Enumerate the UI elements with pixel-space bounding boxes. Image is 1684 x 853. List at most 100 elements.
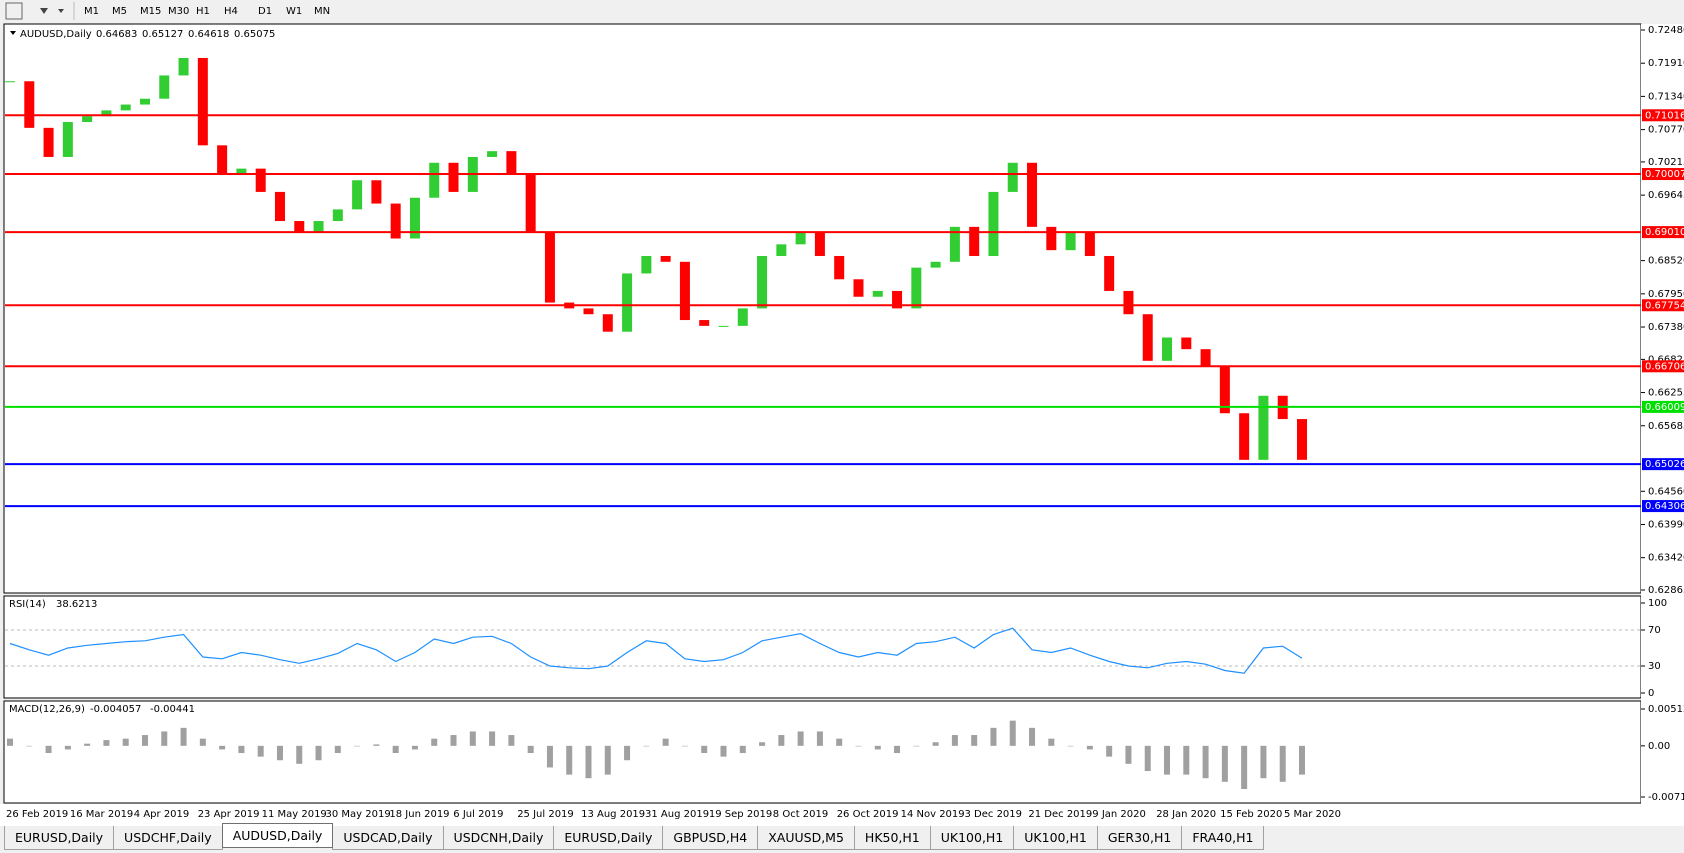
- level-label: 0.70007: [1645, 169, 1684, 180]
- price-panel: [3, 23, 1642, 594]
- y-tick-label: 0.70215: [1648, 157, 1684, 168]
- chart-tab[interactable]: HK50,H1: [853, 826, 931, 850]
- level-tag: [1642, 299, 1684, 312]
- macd-bar: [894, 745, 901, 754]
- candle: [757, 255, 768, 309]
- timeframe-button[interactable]: W1: [286, 6, 302, 17]
- candle: [1200, 349, 1211, 367]
- macd-bar: [1241, 745, 1248, 790]
- rsi-line: [9, 627, 1303, 674]
- y-tick-label: 70: [1648, 625, 1661, 636]
- timeframe-button[interactable]: D1: [258, 6, 272, 17]
- timeframe-button[interactable]: H1: [196, 6, 210, 17]
- chart-tab[interactable]: EURUSD,Daily: [553, 826, 664, 850]
- x-tick-label: 31 Aug 2019: [645, 809, 709, 820]
- symbol-label: AUDUSD,Daily: [20, 29, 92, 40]
- timeframe-button[interactable]: H4: [224, 6, 238, 17]
- chart-tab[interactable]: FRA40,H1: [1181, 826, 1265, 850]
- chart-tab[interactable]: XAUUSD,M5: [757, 826, 855, 850]
- macd-bar: [913, 745, 920, 747]
- toolbar-icon[interactable]: [5, 2, 23, 20]
- candle: [872, 290, 883, 297]
- macd-bar: [624, 745, 631, 761]
- y-tick-label: 0.66255: [1648, 388, 1684, 399]
- timeframe-button[interactable]: M1: [84, 6, 99, 17]
- macd-bar: [971, 735, 978, 746]
- macd-bar: [527, 745, 534, 754]
- chart-tab[interactable]: USDCHF,Daily: [113, 826, 223, 850]
- macd-bar: [257, 745, 264, 757]
- x-tick-label: 14 Nov 2019: [901, 809, 965, 820]
- candle: [429, 162, 440, 198]
- y-tick-label: 0.00: [1648, 741, 1670, 752]
- chart-tab[interactable]: USDCAD,Daily: [332, 826, 444, 850]
- macd-bar: [836, 738, 843, 746]
- timeframe-button[interactable]: M5: [112, 6, 127, 17]
- y-tick-label: 0.69645: [1648, 190, 1684, 201]
- x-tick-label: 13 Aug 2019: [581, 809, 645, 820]
- candle: [776, 244, 787, 256]
- macd-bar: [816, 731, 823, 746]
- level-label: 0.66706: [1645, 361, 1684, 372]
- timeframe-button[interactable]: MN: [314, 6, 330, 17]
- chart-tab[interactable]: UK100,H1: [1013, 826, 1098, 850]
- toolbar-icon[interactable]: [40, 8, 64, 14]
- macd-bar: [1086, 745, 1093, 750]
- macd-bar: [1106, 745, 1113, 757]
- candle: [660, 255, 671, 262]
- macd-bar: [315, 745, 322, 761]
- chart-tab[interactable]: AUDUSD,Daily: [221, 823, 334, 848]
- macd-bar: [1067, 745, 1074, 747]
- x-tick-label: 16 Mar 2019: [70, 809, 133, 820]
- chart-tab[interactable]: EURUSD,Daily: [4, 826, 115, 850]
- macd-bar: [874, 745, 881, 750]
- level-label: 0.69010: [1645, 227, 1684, 238]
- ohlc-value: 0.64618: [188, 29, 229, 40]
- macd-bar: [103, 740, 110, 746]
- macd-panel: [3, 700, 1642, 804]
- candle: [853, 279, 864, 297]
- macd-bar: [1183, 745, 1190, 775]
- candle: [236, 168, 247, 175]
- macd-bar: [778, 735, 785, 746]
- collapse-arrow[interactable]: [10, 31, 16, 35]
- x-tick-label: 21 Dec 2019: [1028, 809, 1092, 820]
- level-tag: [1642, 168, 1684, 181]
- candle: [1258, 395, 1269, 460]
- candle: [525, 174, 536, 233]
- timeframe-button[interactable]: M15: [140, 6, 161, 17]
- timeframe-button[interactable]: M30: [168, 6, 189, 17]
- macd-bar: [1221, 745, 1228, 782]
- y-tick-label: 0.005121: [1648, 704, 1684, 715]
- candle: [583, 308, 594, 315]
- candle: [1046, 226, 1057, 251]
- chart-tab[interactable]: GER30,H1: [1096, 826, 1183, 850]
- chart-tab[interactable]: UK100,H1: [929, 826, 1015, 850]
- candle: [255, 168, 266, 192]
- rsi-panel: [3, 595, 1642, 699]
- chart-tab[interactable]: GBPUSD,H4: [662, 826, 759, 850]
- macd-bar: [681, 745, 688, 747]
- ohlc-value: 0.64683: [96, 29, 137, 40]
- macd-bar: [276, 745, 283, 761]
- candle: [911, 267, 922, 309]
- macd-bar: [759, 742, 766, 746]
- candle: [313, 221, 324, 233]
- macd-bar: [1202, 745, 1209, 779]
- price-axis: [1641, 24, 1684, 804]
- macd-bar: [469, 731, 476, 746]
- tab-bar: EURUSD,Daily USDCHF,Daily AUDUSD,Daily USDC…: [0, 823, 1684, 850]
- candle: [197, 57, 208, 146]
- chart-tab[interactable]: USDCNH,Daily: [442, 826, 555, 850]
- candle: [159, 75, 170, 99]
- candle: [1065, 232, 1076, 251]
- macd-bar: [45, 745, 52, 754]
